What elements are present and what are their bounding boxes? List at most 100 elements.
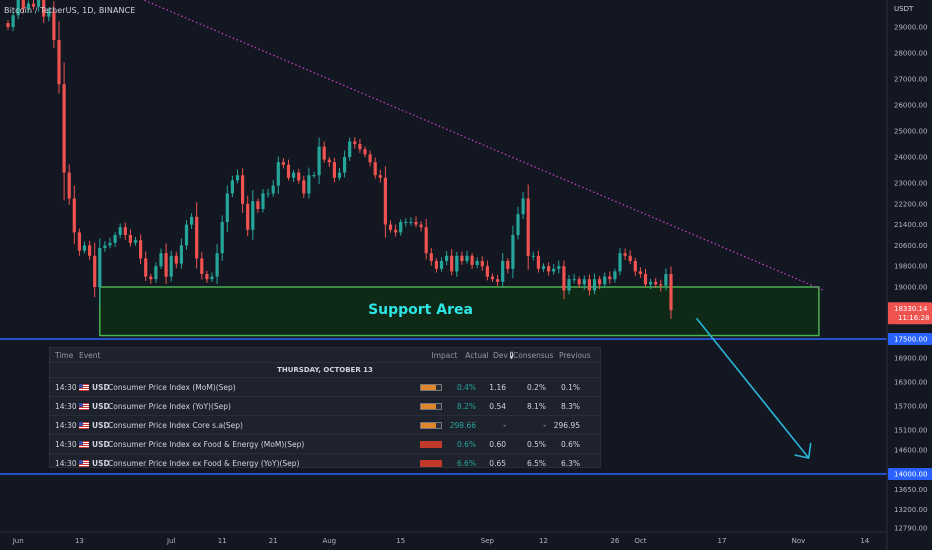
y-tick-label: 13650.00 (894, 486, 927, 494)
support-zone (99, 286, 820, 337)
calendar-header: Time Event Impact Actual Dev i Consensus … (50, 348, 600, 363)
projection-arrow (695, 317, 810, 459)
row-previous: 296.95 (553, 420, 580, 430)
header-dev: Dev i (493, 351, 513, 360)
row-actual: 0.6% (456, 439, 476, 449)
candle (123, 227, 127, 235)
projection-arrowhead (794, 442, 812, 459)
currency-label: USDT (894, 5, 914, 13)
candle (424, 227, 428, 254)
candle (292, 172, 296, 178)
candle (133, 240, 138, 243)
header-actual: Actual (465, 350, 489, 360)
candle (154, 266, 158, 280)
x-tick-label: 13 (75, 537, 84, 545)
candle (210, 276, 214, 280)
level-price-tag (888, 333, 932, 345)
row-impact (416, 383, 446, 391)
candle (613, 271, 617, 280)
last-price-tag (888, 302, 932, 325)
candle (664, 274, 668, 286)
candle (552, 268, 556, 272)
candle (470, 255, 474, 265)
calendar-row[interactable]: 14:30 USD Consumer Price Index (YoY)(Sep) 8… (50, 397, 600, 416)
candle (541, 266, 546, 269)
header-time: Time (55, 350, 74, 360)
candle (144, 258, 148, 277)
us-flag-icon (79, 421, 89, 429)
candle (378, 175, 382, 178)
candle (139, 240, 143, 259)
y-axis[interactable]: USDT 29000.00 28000.00 27000.00 26000.00 2500… (886, 0, 932, 550)
row-event[interactable]: Consumer Price Index ex Food & Energy (M… (108, 439, 305, 449)
y-tick-label: 16300.00 (894, 379, 927, 387)
economic-calendar-panel: Time Event Impact Actual Dev i Consensus … (49, 347, 601, 468)
y-tick-label: 25000.00 (894, 128, 927, 136)
candle (174, 255, 178, 264)
y-tick-label: 15700.00 (894, 403, 927, 411)
row-time: 14:30 (55, 420, 77, 430)
candle (572, 279, 576, 281)
candle (368, 154, 372, 163)
calendar-row[interactable]: 14:30 USD Consumer Price Index ex Food & E… (50, 454, 600, 472)
calendar-rows: 14:30 USD Consumer Price Index (MoM)(Sep) 0… (50, 378, 600, 472)
info-icon[interactable]: i (509, 351, 513, 359)
candle (230, 180, 234, 194)
candle (169, 255, 173, 277)
candle (526, 198, 530, 256)
candle (348, 141, 352, 157)
candle (93, 255, 97, 287)
y-tick-label: 24000.00 (894, 154, 927, 162)
candle (373, 162, 377, 176)
impact-bar-icon (420, 402, 442, 410)
candle (643, 274, 648, 285)
x-tick-label: 15 (396, 537, 405, 545)
candle (195, 216, 199, 259)
candle (496, 279, 500, 282)
x-tick-label: Aug (322, 537, 336, 545)
candle (225, 193, 229, 222)
y-tick-label: 16900.00 (894, 355, 927, 363)
candle (608, 276, 612, 280)
calendar-row[interactable]: 14:30 USD Consumer Price Index (MoM)(Sep) 0… (50, 378, 600, 397)
y-tick-label: 26000.00 (894, 102, 927, 110)
candle (394, 229, 398, 233)
candle (332, 162, 336, 178)
candle (256, 201, 260, 209)
us-flag-icon (79, 402, 89, 410)
candle (490, 276, 495, 280)
candle (235, 175, 240, 181)
row-impact (416, 421, 446, 429)
row-event[interactable]: Consumer Price Index ex Food & Energy (Y… (108, 458, 300, 468)
plot-area[interactable] (0, 0, 887, 475)
row-currency: USD (92, 439, 110, 449)
y-axis-bg (887, 0, 932, 550)
candle (358, 144, 362, 150)
candle (82, 245, 87, 251)
calendar-row[interactable]: 14:30 USD Consumer Price Index Core s.a(Se… (50, 416, 600, 435)
us-flag-icon (79, 440, 89, 448)
row-previous: 0.1% (560, 382, 580, 392)
candle (103, 245, 107, 248)
y-tick-label: 19800.00 (894, 263, 927, 271)
x-axis[interactable]: Jun 13 Jul 11 21 Aug 15 Sep 12 26 Oct 17 Nov 14 (0, 531, 887, 545)
row-previous: 6.3% (560, 458, 580, 468)
candle (414, 222, 418, 225)
row-dev: 0.60 (489, 439, 506, 449)
candle (501, 261, 505, 282)
row-dev: 0.65 (489, 458, 506, 468)
candle (506, 261, 510, 269)
calendar-row[interactable]: 14:30 USD Consumer Price Index ex Food & E… (50, 435, 600, 454)
row-impact (416, 402, 446, 410)
row-actual: 0.4% (456, 382, 476, 392)
candle (439, 261, 444, 269)
candle (592, 279, 597, 291)
y-tick-label: 28000.00 (894, 50, 927, 58)
candle (57, 40, 61, 85)
row-event[interactable]: Consumer Price Index Core s.a(Sep) (108, 420, 243, 430)
y-tick-label: 19000.00 (894, 284, 927, 292)
row-event[interactable]: Consumer Price Index (MoM)(Sep) (108, 382, 236, 392)
candle (582, 279, 586, 285)
row-event[interactable]: Consumer Price Index (YoY)(Sep) (108, 401, 231, 411)
